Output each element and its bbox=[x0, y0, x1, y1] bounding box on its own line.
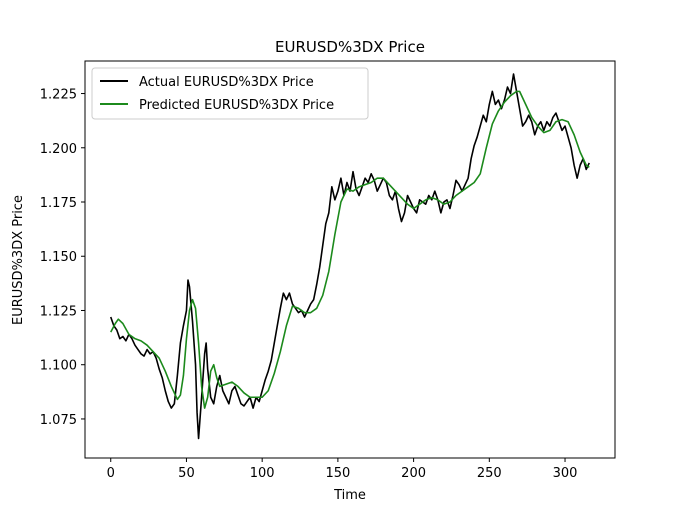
y-tick-label: 1.075 bbox=[40, 413, 77, 428]
y-tick-label: 1.125 bbox=[40, 304, 77, 319]
x-axis-ticks: 0 50 100 150 200 250 300 bbox=[107, 458, 578, 481]
x-tick-label: 250 bbox=[477, 466, 502, 481]
y-axis-ticks: 1.075 1.100 1.125 1.150 1.175 1.200 1.225 bbox=[40, 88, 85, 428]
chart-title: EURUSD%3DX Price bbox=[275, 38, 425, 56]
legend-label-predicted: Predicted EURUSD%3DX Price bbox=[139, 98, 334, 113]
x-tick-label: 50 bbox=[178, 466, 195, 481]
legend-label-actual: Actual EURUSD%3DX Price bbox=[139, 75, 314, 90]
y-tick-label: 1.175 bbox=[40, 196, 77, 211]
legend-box bbox=[91, 67, 369, 120]
x-tick-label: 300 bbox=[553, 466, 578, 481]
series-line-predicted bbox=[110, 90, 590, 409]
plot-area-frame bbox=[84, 60, 616, 459]
x-tick-label: 200 bbox=[401, 466, 426, 481]
y-tick-label: 1.150 bbox=[40, 250, 77, 265]
y-tick-label: 1.225 bbox=[40, 88, 77, 103]
y-tick-label: 1.200 bbox=[40, 142, 77, 157]
series-layer bbox=[109, 73, 590, 440]
x-tick-label: 100 bbox=[250, 466, 275, 481]
x-tick-label: 0 bbox=[107, 466, 115, 481]
series-line-actual bbox=[109, 73, 590, 440]
x-tick-label: 150 bbox=[325, 466, 350, 481]
y-axis-label: EURUSD%3DX Price bbox=[11, 195, 26, 325]
legend: Actual EURUSD%3DX Price Predicted EURUSD… bbox=[91, 67, 369, 120]
y-tick-label: 1.100 bbox=[40, 359, 77, 374]
x-axis-label: Time bbox=[333, 488, 366, 503]
